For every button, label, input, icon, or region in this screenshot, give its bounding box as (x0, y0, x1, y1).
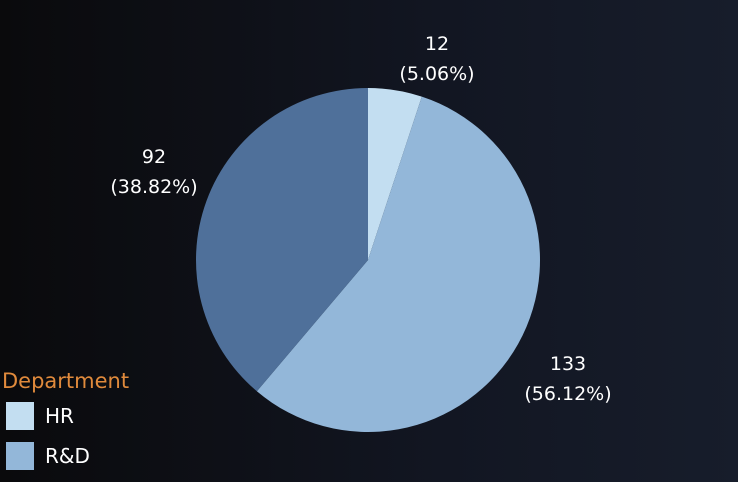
slice-value-label: 92 (142, 146, 166, 168)
legend-item-hr[interactable]: HR (0, 396, 200, 436)
legend-label-rd: R&D (45, 444, 90, 468)
pie-slice-hr[interactable] (368, 88, 422, 260)
slice-value-label: 12 (425, 33, 449, 55)
slice-percent-label: (56.12%) (524, 383, 611, 405)
legend-swatch-rd (6, 442, 34, 470)
pie-slice-92[interactable] (196, 88, 368, 392)
pie-slice-r-d[interactable] (256, 96, 540, 433)
legend: Department HR R&D (0, 366, 200, 476)
slice-percent-label: (38.82%) (110, 176, 197, 198)
slice-percent-label: (5.06%) (399, 63, 474, 85)
legend-label-hr: HR (45, 404, 74, 428)
legend-swatch-hr (6, 402, 34, 430)
slice-value-label: 133 (550, 353, 586, 375)
legend-title: Department (2, 369, 130, 393)
legend-item-rd[interactable]: R&D (0, 436, 200, 476)
